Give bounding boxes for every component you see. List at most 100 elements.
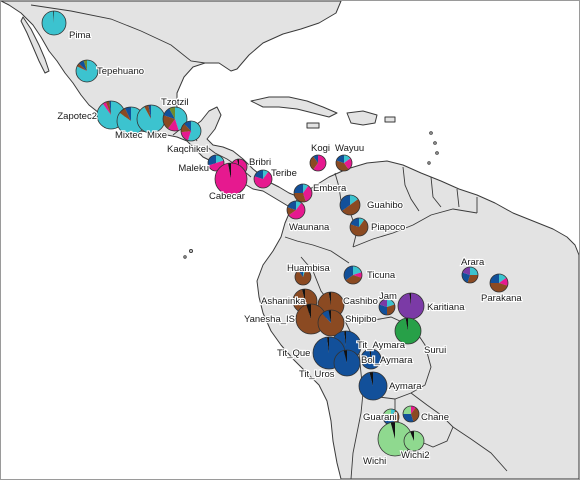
pie-slice	[394, 318, 421, 345]
label-zapotec2: Zapotec2	[57, 111, 97, 122]
pie-slice	[306, 304, 311, 319]
pie-slice	[345, 275, 362, 284]
pie-slice	[322, 310, 331, 323]
pie-slice	[302, 289, 305, 301]
pie-slice	[228, 163, 231, 179]
pie-slice	[310, 156, 318, 170]
pie-waunana	[286, 200, 306, 220]
pie-slice	[137, 104, 166, 133]
pie-shipibo	[317, 309, 345, 337]
border-argentina-brazil	[452, 426, 508, 472]
pie-outline	[403, 430, 425, 452]
label-maleku: Maleku	[178, 163, 209, 174]
pie-outline	[402, 405, 420, 423]
pie-outline	[489, 273, 509, 293]
pie-slice	[344, 158, 352, 170]
pie-slice	[313, 155, 326, 172]
jamaica	[306, 122, 320, 129]
pie-kaqchikel	[180, 120, 202, 142]
pie-slice	[53, 11, 54, 23]
pie-slice	[102, 101, 111, 115]
galapagos-island	[189, 249, 193, 253]
pie-slice	[294, 193, 306, 203]
pie-teribe	[253, 169, 273, 189]
label-tzotzil: Tzotzil	[161, 97, 188, 108]
pie-tzotzil	[162, 106, 188, 132]
label-tit-uros: Tit_Uros	[299, 369, 335, 380]
pie-slice	[343, 350, 347, 363]
pie-slice	[467, 275, 478, 283]
label-karitiana: Karitiana	[427, 302, 465, 313]
label-piapoco: Piapoco	[371, 222, 405, 233]
pie-slice	[499, 277, 509, 286]
pie-outline	[343, 265, 363, 285]
pie-slice	[77, 63, 87, 71]
pie-kogi	[309, 154, 327, 172]
label-jam: Jam	[379, 291, 397, 302]
label-guarani: Guarani	[363, 412, 397, 423]
pie-slice	[105, 101, 111, 115]
label-wichi2: Wichi2	[401, 450, 430, 461]
pie-slice	[184, 121, 191, 131]
label-kaqchikel: Kaqchikel	[167, 144, 208, 155]
pie-outline	[339, 194, 361, 216]
pie-slice	[169, 107, 175, 119]
label-wichi: Wichi	[363, 456, 386, 467]
pie-slice	[359, 218, 365, 227]
pie-slice	[333, 350, 360, 376]
label-ticuna: Ticuna	[367, 270, 396, 281]
pie-slice	[378, 422, 413, 457]
hispaniola	[346, 110, 378, 126]
pie-slice	[336, 160, 349, 171]
pie-slice	[490, 283, 508, 293]
pie-huambisa	[294, 268, 312, 286]
label-yanesha-is: Yanesha_IS	[244, 314, 295, 325]
label-kogi: Kogi	[311, 143, 330, 154]
pie-outline	[461, 266, 479, 284]
label-tit-aymara: Tit_Aymara	[357, 340, 406, 351]
population-labels: Pima Tepehuano Zapotec2 Mixtec Mixe Tzotzil Ka…	[56, 29, 523, 468]
label-aymara: Aymara	[389, 381, 422, 392]
pie-slice	[119, 108, 131, 121]
pie-slice	[296, 201, 302, 210]
pie-slice	[344, 331, 346, 346]
border-brazil-north	[352, 208, 478, 248]
pie-ticuna	[343, 265, 363, 285]
pie-slice	[167, 119, 179, 131]
galapagos-island	[183, 255, 187, 259]
label-mixe: Mixe	[147, 130, 167, 141]
pie-slice	[379, 304, 387, 315]
border-us-mexico	[30, 4, 206, 64]
pie-aymara	[358, 371, 388, 401]
pie-slice	[254, 171, 272, 188]
label-shipibo: Shipibo	[345, 314, 377, 325]
label-ashaninka: Ashaninka	[261, 296, 306, 307]
pie-outline	[378, 298, 396, 316]
label-cabecar: Cabecar	[209, 191, 245, 202]
pie-mixe	[136, 104, 166, 134]
pie-outline	[335, 154, 353, 172]
cuba	[250, 96, 338, 118]
pie-piapoco	[349, 217, 369, 237]
pie-outline	[253, 169, 273, 189]
pie-slice	[403, 406, 411, 414]
pie-outline	[349, 217, 369, 237]
pie-slice	[470, 267, 478, 275]
pie-slice	[361, 349, 382, 369]
baja-california	[20, 16, 50, 74]
pie-slice	[144, 105, 151, 119]
antilles-island	[427, 161, 431, 165]
pie-slice	[353, 272, 363, 278]
antilles-island	[429, 131, 433, 135]
pie-slice	[341, 199, 360, 215]
label-mixtec: Mixtec	[115, 130, 143, 141]
label-tit-que: Tit_Que	[277, 348, 310, 359]
pie-slice	[298, 269, 303, 277]
label-pima: Pima	[69, 30, 91, 41]
pie-slice	[391, 410, 399, 424]
pie-slice	[303, 184, 309, 193]
pie-slice	[353, 266, 362, 275]
pie-slice	[214, 163, 247, 195]
pie-slice	[148, 105, 151, 119]
pie-slice	[462, 267, 470, 275]
